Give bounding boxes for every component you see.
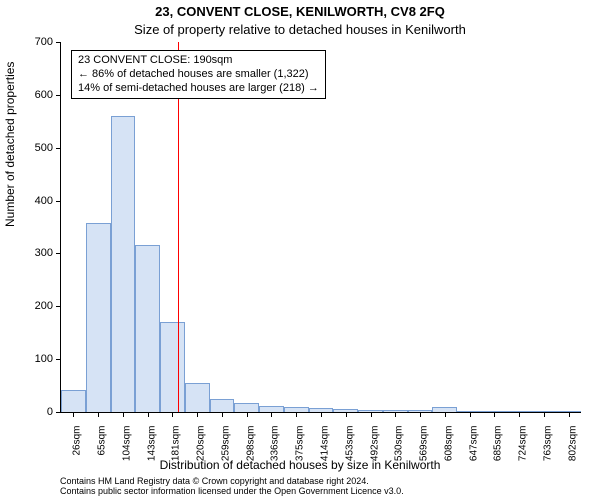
y-tick-label: 700 [35, 36, 53, 48]
x-tick [271, 412, 272, 417]
y-tick [56, 201, 61, 202]
x-tick-label: 104sqm [121, 426, 132, 462]
y-tick [56, 148, 61, 149]
y-tick-label: 500 [35, 142, 53, 154]
footer-line-2: Contains public sector information licen… [60, 486, 404, 496]
x-tick [296, 412, 297, 417]
x-tick [569, 412, 570, 417]
x-tick [519, 412, 520, 417]
x-tick [395, 412, 396, 417]
x-tick-label: 647sqm [468, 426, 479, 462]
x-tick [494, 412, 495, 417]
x-tick-label: 375sqm [295, 426, 306, 462]
annotation-line-1: 23 CONVENT CLOSE: 190sqm [78, 54, 319, 68]
x-tick-label: 724sqm [518, 426, 529, 462]
annotation-line-2: ← 86% of detached houses are smaller (1,… [78, 68, 319, 82]
x-tick-label: 569sqm [419, 426, 430, 462]
bar [111, 116, 136, 412]
x-tick-label: 181sqm [171, 426, 182, 462]
y-tick-label: 400 [35, 195, 53, 207]
y-tick-label: 0 [47, 406, 53, 418]
y-tick-label: 600 [35, 89, 53, 101]
x-tick-label: 336sqm [270, 426, 281, 462]
x-tick-label: 414sqm [320, 426, 331, 462]
x-tick [148, 412, 149, 417]
x-tick-label: 220sqm [196, 426, 207, 462]
x-tick [172, 412, 173, 417]
annotation-box: 23 CONVENT CLOSE: 190sqm ← 86% of detach… [71, 50, 326, 99]
bar [86, 223, 111, 412]
x-tick [470, 412, 471, 417]
y-tick-label: 200 [35, 300, 53, 312]
y-tick [56, 306, 61, 307]
page-title: 23, CONVENT CLOSE, KENILWORTH, CV8 2FQ [0, 4, 600, 19]
x-tick [247, 412, 248, 417]
y-tick-label: 100 [35, 353, 53, 365]
x-tick [123, 412, 124, 417]
x-tick-label: 763sqm [542, 426, 553, 462]
chart-subtitle: Size of property relative to detached ho… [0, 22, 600, 37]
y-tick [56, 95, 61, 96]
x-tick [445, 412, 446, 417]
y-tick [56, 253, 61, 254]
x-tick [98, 412, 99, 417]
plot-area: 0100200300400500600700 26sqm65sqm104sqm1… [60, 42, 581, 413]
bar [210, 399, 235, 412]
x-tick-label: 685sqm [493, 426, 504, 462]
x-tick-label: 453sqm [344, 426, 355, 462]
x-tick-label: 492sqm [369, 426, 380, 462]
annotation-line-3: 14% of semi-detached houses are larger (… [78, 82, 319, 96]
x-axis-label: Distribution of detached houses by size … [0, 458, 600, 472]
x-tick-label: 530sqm [394, 426, 405, 462]
y-axis-label: Number of detached properties [3, 62, 17, 227]
x-tick-label: 65sqm [97, 426, 108, 456]
x-tick [321, 412, 322, 417]
bar [135, 245, 160, 412]
x-tick-label: 298sqm [245, 426, 256, 462]
x-tick [73, 412, 74, 417]
y-tick [56, 359, 61, 360]
x-tick [346, 412, 347, 417]
x-tick-label: 26sqm [72, 426, 83, 456]
x-tick [222, 412, 223, 417]
x-tick-label: 143sqm [146, 426, 157, 462]
x-tick [197, 412, 198, 417]
bar [160, 322, 185, 412]
footer-line-1: Contains HM Land Registry data © Crown c… [60, 476, 404, 486]
bar [185, 383, 210, 412]
y-tick [56, 42, 61, 43]
bar [234, 403, 259, 413]
x-tick [544, 412, 545, 417]
x-tick-label: 259sqm [220, 426, 231, 462]
x-tick [371, 412, 372, 417]
y-tick [56, 412, 61, 413]
bar [61, 390, 86, 412]
footer: Contains HM Land Registry data © Crown c… [60, 476, 404, 497]
y-tick-label: 300 [35, 247, 53, 259]
x-tick-label: 608sqm [443, 426, 454, 462]
x-tick [420, 412, 421, 417]
x-tick-label: 802sqm [567, 426, 578, 462]
